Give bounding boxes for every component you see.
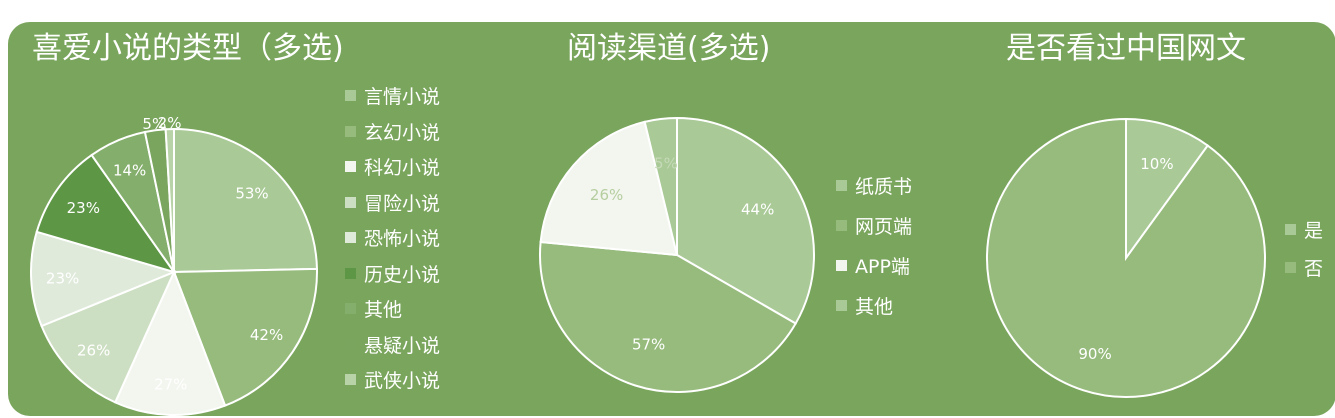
- legend-label: 历史小说: [364, 263, 441, 286]
- pie-label-1-2: 42%: [250, 326, 283, 344]
- pie-label-2-4: 5%: [654, 154, 678, 172]
- legend-item-2-3: APP端: [836, 252, 910, 279]
- pie-label-1-1: 53%: [235, 184, 268, 202]
- legend-item-1-1: 言情小说: [345, 82, 440, 109]
- chart-1-title: 喜爱小说的类型（多选): [32, 31, 344, 66]
- legend-swatch: [345, 374, 356, 385]
- legend-swatch: [345, 90, 356, 101]
- legend-swatch: [345, 125, 356, 137]
- legend-swatch: [836, 220, 847, 231]
- legend-item-1-2: 玄幻小说: [345, 118, 440, 145]
- pie-slice-2-2: [539, 240, 798, 393]
- legend-swatch: [345, 303, 356, 314]
- pie-label-3-1: 10%: [1140, 155, 1173, 173]
- pie-slice-1-4: [40, 270, 176, 404]
- legend-label: 悬疑小说: [364, 334, 441, 357]
- legend-item-3-1: 是: [1285, 216, 1323, 243]
- pie-label-2-2: 57%: [632, 336, 665, 354]
- legend-item-1-4: 冒险小说: [345, 189, 440, 216]
- pie-slice-3-2: [986, 117, 1266, 398]
- pie-slice-2-3: [539, 120, 679, 257]
- legend-label: 其他: [855, 296, 894, 318]
- legend-label: 科幻小说: [364, 157, 441, 179]
- legend-item-3-2: 否: [1285, 254, 1323, 281]
- pie-label-2-3: 26%: [590, 186, 623, 204]
- pie-label-1-5: 23%: [46, 270, 79, 288]
- legend-label: 否: [1304, 258, 1324, 280]
- legend-label: 恐怖小说: [364, 228, 441, 250]
- legend-swatch: [836, 260, 847, 271]
- chart-panel: 喜爱小说的类型（多选) 阅读渠道(多选) 是否看过中国网文 53% 42% 27% 2…: [8, 22, 1335, 416]
- legend-item-2-1: 纸质书: [836, 172, 912, 199]
- legend-item-2-2: 网页端: [836, 212, 912, 239]
- legend-label: APP端: [855, 256, 910, 278]
- pie-label-1-9: 2%: [158, 114, 182, 132]
- pie-slice-1-6: [35, 153, 177, 274]
- legend-label: 纸质书: [855, 176, 913, 198]
- pie-slice-3-1: [1125, 117, 1210, 262]
- legend-label: 言情小说: [364, 86, 441, 108]
- legend-swatch: [345, 232, 356, 243]
- legend-swatch: [836, 300, 847, 311]
- legend-label: 玄幻小说: [364, 121, 441, 144]
- chart-3-pie: 10% 90%: [986, 117, 1266, 398]
- legend-label: 网页端: [855, 216, 913, 238]
- legend-item-1-7: 其他: [345, 295, 402, 322]
- legend-item-1-6: 历史小说: [345, 260, 440, 287]
- legend-label: 其他: [364, 299, 403, 321]
- legend-item-1-3: 科幻小说: [345, 153, 440, 180]
- pie-slice-1-9: [164, 127, 175, 273]
- pie-label-3-2: 90%: [1078, 345, 1111, 363]
- legend-swatch: [836, 180, 847, 191]
- pie-label-1-4: 26%: [77, 341, 110, 359]
- legend-label: 冒险小说: [364, 192, 441, 215]
- chart-1-pie: 53% 42% 27% 26% 23% 23% 14% 5%2%: [30, 114, 318, 416]
- pie-slice-2-4: [643, 116, 678, 256]
- chart-2-title: 阅读渠道(多选): [567, 31, 771, 66]
- legend-label: 武侠小说: [364, 370, 441, 392]
- pie-slice-1-2: [172, 267, 318, 407]
- pie-slice-1-3: [113, 269, 227, 416]
- pie-slice-1-1: [173, 127, 318, 274]
- legend-item-1-8: 悬疑小说: [345, 331, 440, 358]
- legend-swatch: [345, 267, 356, 279]
- pie-label-1-7: 14%: [113, 162, 146, 180]
- legend-label: 是: [1304, 220, 1324, 242]
- legend-swatch: [345, 338, 356, 350]
- pie-label-1-3: 27%: [154, 375, 187, 393]
- legend-swatch: [345, 196, 356, 208]
- pie-label-1-8: 5%: [142, 115, 166, 133]
- legend-item-2-4: 其他: [836, 292, 893, 319]
- chart-2-pie: 44% 57% 26% 5%: [539, 116, 815, 393]
- legend-item-1-5: 恐怖小说: [345, 224, 440, 251]
- legend-swatch: [345, 161, 356, 172]
- pie-slice-2-1: [676, 116, 815, 325]
- chart-3-title: 是否看过中国网文: [1006, 31, 1246, 66]
- legend-swatch: [1285, 224, 1296, 235]
- pie-label-1-6: 23%: [67, 199, 100, 217]
- pie-label-2-1: 44%: [741, 200, 774, 218]
- pie-slice-1-5: [30, 230, 178, 328]
- legend-item-1-9: 武侠小说: [345, 366, 440, 393]
- legend-swatch: [1285, 262, 1296, 273]
